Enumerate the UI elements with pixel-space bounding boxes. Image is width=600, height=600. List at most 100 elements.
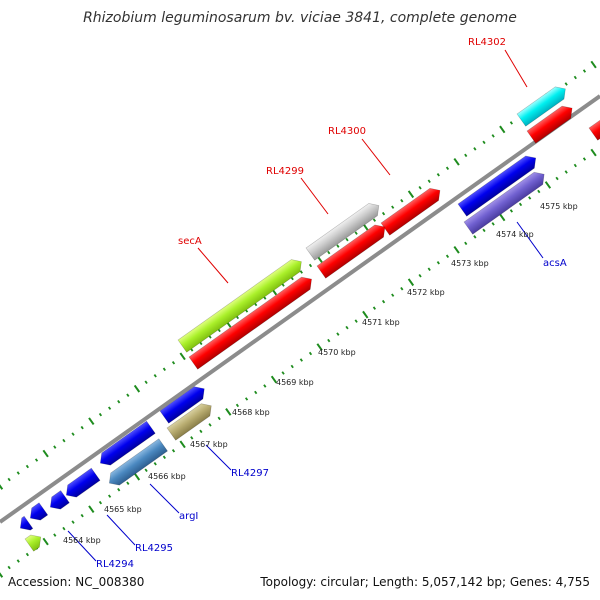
feature-lime-small[interactable] — [24, 531, 45, 552]
gene-label-argi[interactable]: argI — [179, 511, 198, 522]
inner-tick — [281, 371, 285, 375]
tick-label-4574: 4574 kbp — [496, 230, 534, 239]
outer-tick — [400, 198, 404, 203]
tick-label-4569: 4569 kbp — [276, 378, 314, 387]
inner-tick — [299, 358, 303, 362]
inner-tick — [98, 500, 103, 505]
inner-tick — [42, 537, 49, 546]
inner-tick — [117, 487, 121, 492]
outer-tick — [80, 425, 84, 430]
feature-rl4299[interactable] — [305, 199, 383, 261]
outer-tick — [590, 60, 597, 69]
feature-rl4295[interactable] — [62, 467, 101, 501]
inner-tick — [418, 273, 422, 278]
tick-label-4565: 4565 kbp — [104, 505, 142, 514]
inner-tick — [88, 505, 95, 514]
inner-tick — [482, 228, 486, 233]
inner-tick — [544, 181, 552, 189]
inner-tick — [71, 520, 75, 524]
tick-label-4575: 4575 kbp — [540, 202, 578, 211]
inner-tick — [208, 423, 212, 427]
inner-tick — [235, 403, 240, 408]
outer-tick-rail — [0, 60, 597, 490]
leader-line — [197, 247, 229, 284]
outer-tick — [62, 438, 66, 443]
feature-rl4299-red[interactable] — [316, 221, 389, 279]
outer-tick — [153, 374, 157, 378]
outer-tick — [491, 134, 495, 138]
inner-tick — [53, 533, 57, 537]
feature-rl4302-red[interactable] — [526, 102, 576, 144]
inner-tick — [345, 325, 349, 330]
inner-tick — [217, 416, 221, 421]
inner-tick — [62, 526, 66, 531]
leader-line — [504, 49, 528, 88]
feature-rl4294[interactable] — [26, 502, 49, 524]
leader-line — [361, 138, 391, 176]
feature-rl4302[interactable] — [516, 83, 570, 127]
gene-label-rl4295[interactable]: RL4295 — [135, 543, 173, 554]
inner-tick — [190, 436, 194, 440]
inner-tick — [407, 278, 415, 287]
outer-tick — [436, 173, 440, 177]
genome-stats-text: Topology: circular; Length: 5,057,142 bp… — [260, 575, 590, 589]
outer-tick — [564, 82, 568, 86]
inner-tick — [179, 440, 186, 449]
gene-label-acsa[interactable]: acsA — [543, 258, 567, 269]
tick-label-4566: 4566 kbp — [148, 472, 186, 481]
inner-tick — [25, 552, 29, 557]
leader-line — [300, 177, 329, 215]
leader-line — [67, 530, 97, 562]
gene-label-rl4300[interactable]: RL4300 — [328, 126, 366, 137]
gene-label-rl4294[interactable]: RL4294 — [96, 559, 134, 570]
inner-tick — [518, 202, 523, 207]
outer-tick — [407, 190, 415, 199]
inner-tick — [499, 213, 506, 222]
inner-tick — [263, 384, 267, 388]
leader-line — [106, 514, 136, 546]
feature-rl4300[interactable] — [380, 184, 444, 236]
outer-tick — [171, 361, 176, 365]
outer-tick — [473, 147, 477, 151]
feature-blue-4574[interactable] — [457, 152, 540, 217]
feature-edge-red[interactable] — [588, 111, 600, 141]
feature-argi[interactable] — [105, 438, 168, 489]
outer-tick — [391, 205, 395, 209]
inner-tick — [199, 429, 203, 434]
inner-tick — [80, 513, 84, 518]
feature-blue-small[interactable] — [46, 490, 70, 514]
feature-blue-edge[interactable] — [16, 515, 34, 534]
outer-tick — [582, 69, 587, 73]
inner-tick — [436, 261, 440, 265]
inner-tick — [400, 286, 404, 291]
tick-label-4571: 4571 kbp — [362, 318, 400, 327]
inner-tick — [509, 209, 514, 213]
feature-acsa[interactable] — [463, 168, 549, 235]
outer-tick — [107, 406, 112, 410]
feature-seca[interactable] — [177, 255, 306, 353]
outer-tick — [71, 432, 75, 436]
feature-seca-red[interactable] — [188, 273, 316, 370]
outer-tick — [179, 352, 186, 361]
inner-tick — [453, 245, 460, 254]
gene-label-rl4297[interactable]: RL4297 — [231, 468, 269, 479]
leader-line — [205, 444, 232, 471]
inner-tick — [16, 559, 20, 563]
genome-backbone — [0, 94, 600, 524]
gene-label-rl4299[interactable]: RL4299 — [266, 166, 304, 177]
feature-blue-4567[interactable] — [96, 420, 156, 469]
outer-tick — [88, 417, 95, 426]
outer-tick — [509, 121, 514, 125]
inner-tick — [564, 170, 568, 174]
feature-rl4297[interactable] — [166, 400, 216, 441]
feature-blue-4568[interactable] — [159, 383, 209, 424]
gene-label-rl4302[interactable]: RL4302 — [468, 37, 506, 48]
tick-label-4567: 4567 kbp — [190, 440, 228, 449]
inner-tick — [528, 196, 532, 200]
gene-label-seca[interactable]: secA — [178, 236, 202, 247]
outer-tick — [53, 445, 57, 449]
inner-tick — [381, 299, 386, 304]
feature-layer[interactable] — [16, 83, 600, 552]
outer-tick — [308, 263, 313, 268]
